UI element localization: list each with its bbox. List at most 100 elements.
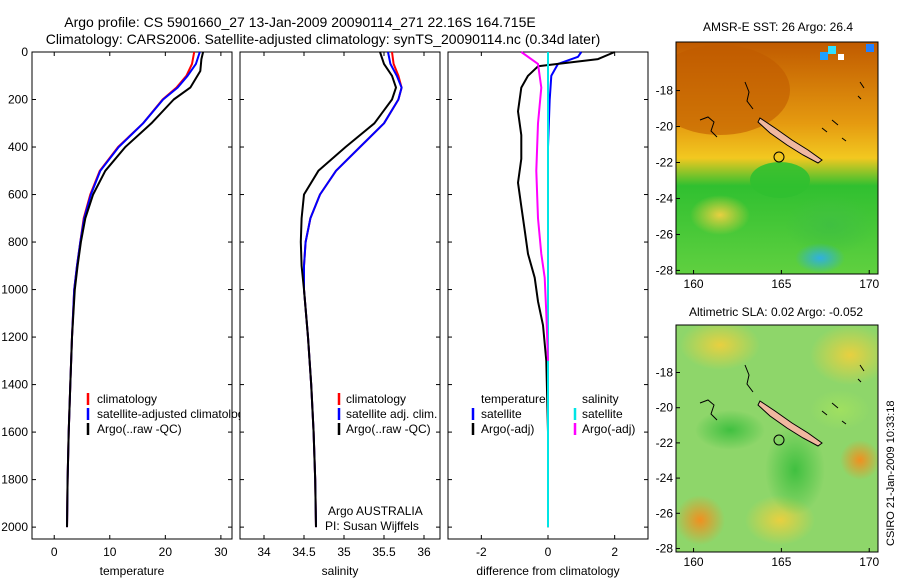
credit-line1: Argo AUSTRALIA (328, 504, 423, 518)
sla-orange-patch (840, 440, 878, 480)
difference-panel: -2 0 2 difference from climatology tempera… (447, 51, 649, 578)
legend-label-argo: Argo(..raw -QC) (346, 422, 431, 436)
x-tick-label: 35 (337, 545, 351, 559)
x-tick-label: 35.5 (372, 545, 396, 559)
sst-yellow-patch (690, 195, 750, 235)
series-line-argo-raw-qc- (299, 51, 397, 528)
difference-axis-label: difference from climatology (476, 564, 619, 578)
map-y-tick-label: -24 (656, 191, 674, 205)
y-tick-label: 2000 (1, 520, 28, 534)
coastline (699, 81, 865, 142)
legend-header-temperature: temperature (481, 392, 546, 406)
sla-map-frame (675, 324, 879, 553)
y-tick-label: 600 (8, 188, 28, 202)
sst-map-title: AMSR-E SST: 26 Argo: 26.4 (703, 20, 853, 34)
argo-float-location (773, 151, 785, 163)
sst-cold-patch (795, 243, 845, 273)
coastline (699, 364, 865, 425)
sla-map-axes: 160 165 170 -18 -20 -22 -24 -26 -28 (656, 366, 880, 569)
series-line-argo-adj- (520, 51, 549, 361)
sst-map: AMSR-E SST: 26 Argo: 26.4 160 165 170 -18 -2… (656, 20, 880, 291)
map-y-tick-label: -20 (656, 120, 674, 134)
difference-lines (517, 51, 616, 528)
legend-label-sal-argo: Argo(-adj) (582, 422, 635, 436)
sst-cold-pixel (838, 54, 844, 60)
x-tick-label: 10 (103, 545, 117, 559)
sst-cold-pixel (866, 44, 874, 52)
map-y-tick-label: -24 (656, 471, 674, 485)
salinity-axis: 34 34.5 35 35.5 36 (257, 52, 431, 559)
sst-map-frame (675, 41, 879, 275)
y-tick-label: 1200 (1, 330, 28, 344)
difference-legend: temperature satellite Argo(-adj) salinit… (471, 392, 635, 436)
series-line-argo-raw-qc- (66, 51, 205, 528)
x-tick-label: 0 (51, 545, 58, 559)
temperature-axis: 0 10 20 30 (51, 52, 228, 559)
legend-label-sal-satellite: satellite (582, 407, 623, 421)
salinity-lines (299, 51, 403, 528)
map-x-tick-label: 160 (684, 277, 704, 291)
sla-map: Altimetric SLA: 0.02 Argo: -0.052 160 165… (656, 305, 880, 569)
timestamp-label: CSIRO 21-Jan-2009 10:33:18 (885, 400, 897, 546)
temperature-legend: climatology satellite-adjusted climatolo… (86, 392, 250, 436)
sla-light-patch (810, 390, 870, 430)
y-tick-label: 0 (21, 45, 28, 59)
sst-cold-pixel (828, 46, 836, 54)
map-y-tick-label: -18 (656, 366, 674, 380)
y-tick-label: 200 (8, 93, 28, 107)
legend-header-salinity: salinity (582, 392, 619, 406)
map-x-tick-label: 160 (684, 555, 704, 569)
map-y-tick-label: -26 (656, 227, 674, 241)
new-caledonia-island (757, 117, 823, 164)
legend-label-climatology: climatology (97, 392, 157, 406)
figure-title-line2: Climatology: CARS2006. Satellite-adjuste… (46, 31, 601, 47)
x-tick-label: 0 (545, 545, 552, 559)
sst-cool-patch (750, 162, 810, 198)
map-y-tick-label: -28 (656, 541, 674, 555)
salinity-plot-frame (239, 51, 441, 540)
x-tick-label: 34 (257, 545, 271, 559)
y-tick-label: 1800 (1, 473, 28, 487)
map-y-tick-label: -28 (656, 263, 674, 277)
x-tick-label: 34.5 (292, 545, 316, 559)
y-tick-label: 1600 (1, 425, 28, 439)
credit-line2: PI: Susan Wijffels (325, 519, 419, 533)
y-tick-label: 1000 (1, 283, 28, 297)
salinity-depth-ticks (240, 51, 440, 528)
series-line-argo-adj- (517, 51, 616, 528)
map-y-tick-label: -20 (656, 401, 674, 415)
x-tick-label: 30 (214, 545, 228, 559)
sla-yellow-patch (680, 325, 760, 370)
difference-depth-ticks (448, 51, 648, 528)
sla-green-patch (765, 425, 825, 515)
salinity-legend: climatology satellite adj. clim. Argo(..… (337, 392, 437, 436)
map-y-tick-label: -22 (656, 155, 674, 169)
legend-label-argo: Argo(..raw -QC) (97, 422, 182, 436)
depth-axis: 0 200 400 600 800 1000 1200 1400 1600 1800 2000 (1, 45, 232, 534)
sla-orange-patch (676, 495, 725, 545)
sst-green-patch (785, 195, 875, 255)
legend-label-temp-argo: Argo(-adj) (481, 422, 534, 436)
x-tick-label: -2 (476, 545, 487, 559)
temperature-axis-label: temperature (100, 564, 165, 578)
map-y-tick-label: -18 (656, 84, 674, 98)
legend-label-satellite: satellite adj. clim. (346, 407, 437, 421)
temperature-lines (66, 51, 205, 528)
legend-label-satellite: satellite-adjusted climatology (97, 407, 250, 421)
map-x-tick-label: 170 (859, 555, 879, 569)
salinity-panel: 34 34.5 35 35.5 36 salinity climatology sate… (239, 51, 441, 578)
new-caledonia-island (757, 400, 823, 447)
figure-title-line1: Argo profile: CS 5901660_27 13-Jan-2009 … (64, 14, 535, 30)
x-tick-label: 2 (611, 545, 618, 559)
map-x-tick-label: 165 (771, 555, 791, 569)
map-x-tick-label: 165 (771, 277, 791, 291)
legend-label-temp-satellite: satellite (481, 407, 522, 421)
x-tick-label: 20 (159, 545, 173, 559)
sla-yellow-patch (810, 325, 878, 385)
salinity-axis-label: salinity (322, 564, 359, 578)
map-y-tick-label: -26 (656, 506, 674, 520)
legend-label-climatology: climatology (346, 392, 406, 406)
y-tick-label: 1400 (1, 378, 28, 392)
sla-map-title: Altimetric SLA: 0.02 Argo: -0.052 (689, 305, 863, 319)
